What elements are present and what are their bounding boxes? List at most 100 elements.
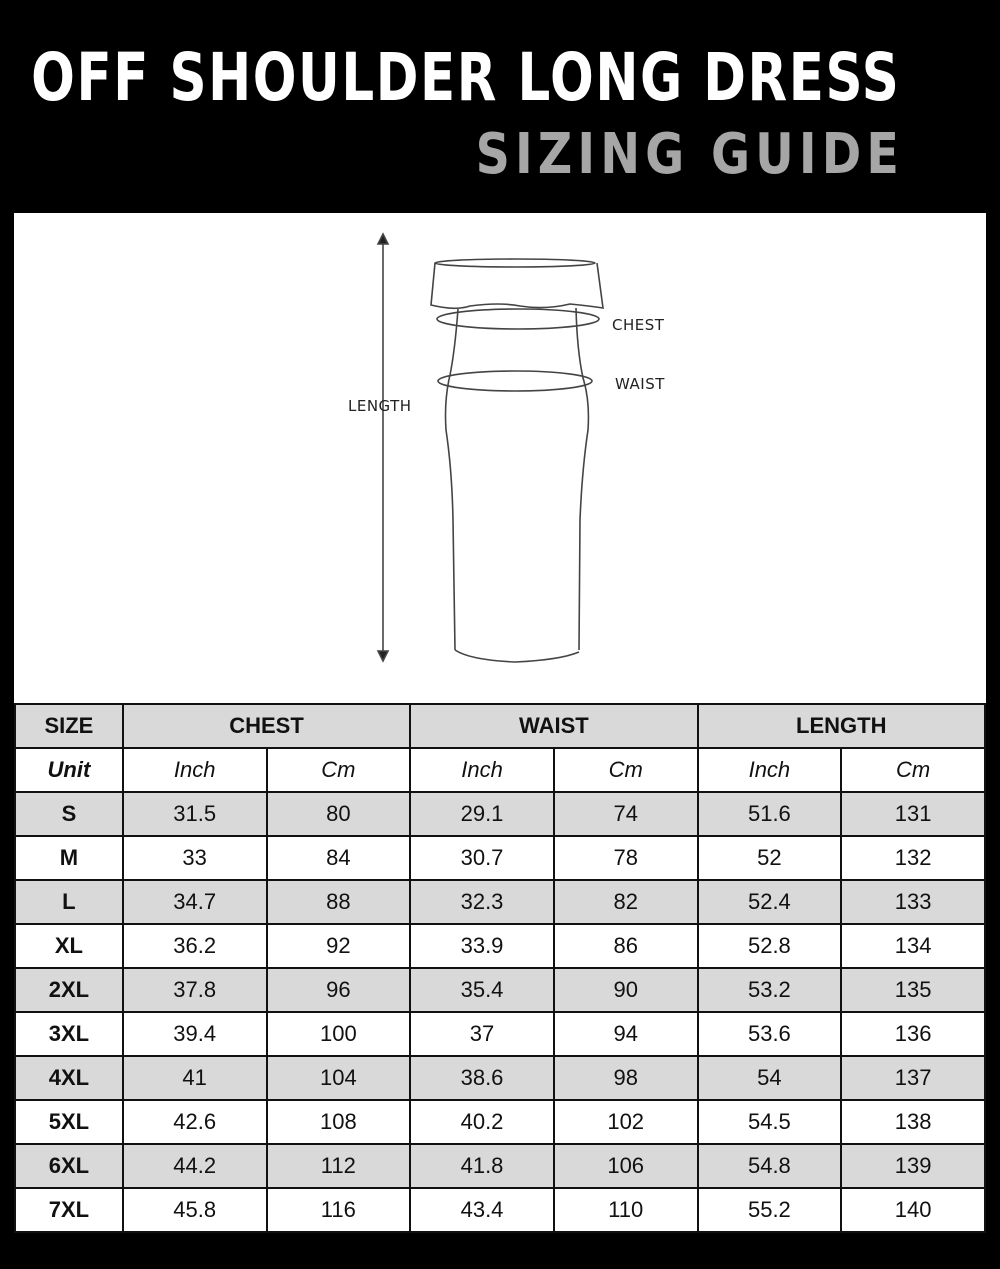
table-row: 2XL 37.8 96 35.4 90 53.2 135 [14,967,986,1013]
value-cell: 112 [265,1143,412,1189]
length-arrow-top-head [376,232,390,245]
size-cell: XL [14,923,124,969]
header-size: SIZE [14,703,124,749]
unit-row: Unit Inch Cm Inch Cm Inch Cm [14,747,986,793]
value-cell: 54.5 [696,1099,843,1145]
dress-hem [454,649,580,663]
table-row: S 31.5 80 29.1 74 51.6 131 [14,791,986,837]
value-cell: 45.8 [121,1187,268,1233]
unit-cell: Inch [121,747,268,793]
value-cell: 52.8 [696,923,843,969]
value-cell: 90 [552,967,699,1013]
table-header-row: SIZE CHEST WAIST LENGTH [14,703,987,749]
chest-line [436,308,600,330]
header-length: LENGTH [696,703,987,749]
unit-cell: Inch [409,747,555,793]
value-cell: 96 [265,967,412,1013]
value-cell: 80 [265,791,412,837]
value-cell: 92 [265,923,412,969]
value-cell: 40.2 [409,1099,555,1145]
size-cell: M [14,835,124,881]
value-cell: 42.6 [121,1099,268,1145]
value-cell: 41 [121,1055,268,1101]
value-cell: 138 [840,1099,986,1145]
value-cell: 33.9 [409,923,555,969]
value-cell: 88 [265,879,412,925]
value-cell: 100 [265,1011,412,1057]
value-cell: 38.6 [409,1055,555,1101]
value-cell: 82 [552,879,699,925]
value-cell: 84 [265,835,412,881]
value-cell: 52 [696,835,843,881]
value-cell: 33 [121,835,268,881]
value-cell: 54 [696,1055,843,1101]
dress-diagram-panel: LENGTH CHEST WAIST [14,213,986,703]
table-row: 5XL 42.6 108 40.2 102 54.5 138 [14,1099,986,1145]
size-cell: 7XL [14,1187,124,1233]
unit-cell: Cm [265,747,412,793]
page-title: OFF SHOULDER LONG DRESS [30,39,900,116]
length-label: LENGTH [348,397,412,415]
value-cell: 86 [552,923,699,969]
value-cell: 108 [265,1099,412,1145]
dress-off-shoulder-band [430,262,604,310]
value-cell: 51.6 [696,791,843,837]
dress-body-right [575,307,590,651]
value-cell: 52.4 [696,879,843,925]
value-cell: 78 [552,835,699,881]
value-cell: 29.1 [409,791,555,837]
value-cell: 116 [265,1187,412,1233]
table-row: L 34.7 88 32.3 82 52.4 133 [14,879,986,925]
table-row: M 33 84 30.7 78 52 132 [14,835,986,881]
value-cell: 55.2 [696,1187,843,1233]
value-cell: 37 [409,1011,555,1057]
value-cell: 35.4 [409,967,555,1013]
value-cell: 98 [552,1055,699,1101]
value-cell: 31.5 [121,791,268,837]
value-cell: 36.2 [121,923,268,969]
size-cell: 4XL [14,1055,124,1101]
value-cell: 139 [840,1143,986,1189]
value-cell: 74 [552,791,699,837]
unit-cell: Cm [552,747,699,793]
table-row: XL 36.2 92 33.9 86 52.8 134 [14,923,986,969]
header-chest: CHEST [121,703,412,749]
value-cell: 137 [840,1055,986,1101]
size-cell: 2XL [14,967,124,1013]
value-cell: 104 [265,1055,412,1101]
value-cell: 110 [552,1187,699,1233]
value-cell: 37.8 [121,967,268,1013]
size-cell: 5XL [14,1099,124,1145]
value-cell: 53.6 [696,1011,843,1057]
value-cell: 135 [840,967,986,1013]
value-cell: 30.7 [409,835,555,881]
value-cell: 44.2 [121,1143,268,1189]
value-cell: 32.3 [409,879,555,925]
table-row: 7XL 45.8 116 43.4 110 55.2 140 [14,1187,986,1233]
unit-label: Unit [14,747,124,793]
dress-diagram-illustration [376,232,604,663]
page-subtitle: SIZING GUIDE [475,122,904,187]
waist-line [437,370,593,392]
value-cell: 43.4 [409,1187,555,1233]
value-cell: 140 [840,1187,986,1233]
table-row: 6XL 44.2 112 41.8 106 54.8 139 [14,1143,986,1189]
value-cell: 53.2 [696,967,843,1013]
value-cell: 39.4 [121,1011,268,1057]
value-cell: 134 [840,923,986,969]
waist-label: WAIST [615,375,665,393]
dress-body-left [444,308,459,651]
value-cell: 136 [840,1011,986,1057]
size-cell: L [14,879,124,925]
value-cell: 94 [552,1011,699,1057]
table-row: 3XL 39.4 100 37 94 53.6 136 [14,1011,986,1057]
value-cell: 132 [840,835,986,881]
value-cell: 41.8 [409,1143,555,1189]
table-row: 4XL 41 104 38.6 98 54 137 [14,1055,986,1101]
unit-cell: Cm [840,747,986,793]
unit-cell: Inch [696,747,843,793]
value-cell: 106 [552,1143,699,1189]
header-waist: WAIST [409,703,699,749]
length-arrow-bottom-head [376,650,390,663]
size-cell: 3XL [14,1011,124,1057]
